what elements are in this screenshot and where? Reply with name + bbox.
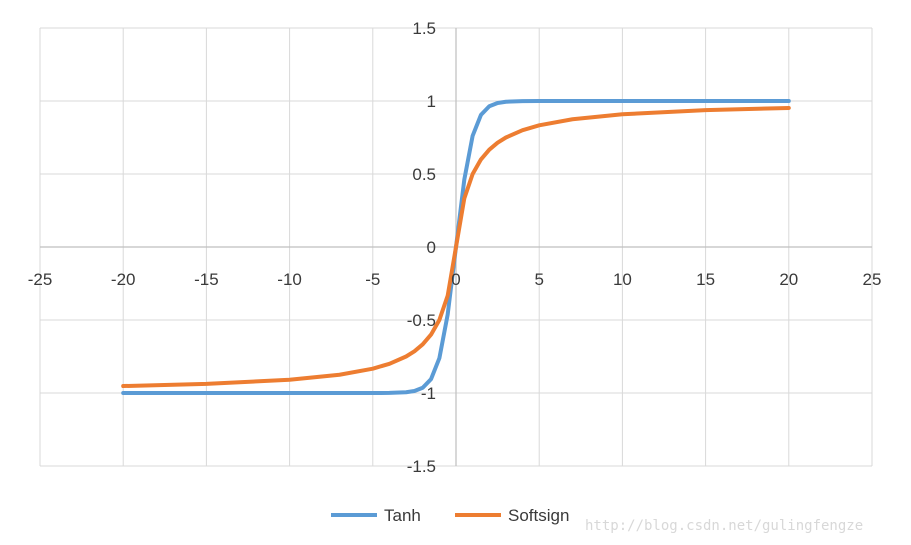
x-tick-label: -15 — [194, 270, 219, 289]
legend-label-tanh: Tanh — [384, 506, 421, 525]
x-tick-label: 20 — [779, 270, 798, 289]
tick-labels: -25 -20 -15 -10 -5 0 5 10 15 20 25 -1.5 -1 -0.5 0 0.5 1 1… — [28, 19, 882, 476]
y-tick-label: 0 — [427, 238, 436, 257]
x-tick-label: -10 — [277, 270, 302, 289]
y-tick-label: -1 — [421, 384, 436, 403]
x-tick-label: 10 — [613, 270, 632, 289]
x-tick-label: -25 — [28, 270, 53, 289]
series-lines — [121, 99, 791, 395]
watermark: http://blog.csdn.net/gulingfengze — [585, 518, 863, 534]
y-tick-label: 0.5 — [412, 165, 436, 184]
series-line-softsign — [121, 105, 791, 389]
x-tick-label: 25 — [863, 270, 882, 289]
legend-label-softsign: Softsign — [508, 506, 569, 525]
y-tick-label: -0.5 — [407, 311, 436, 330]
y-tick-label: 1.5 — [412, 19, 436, 38]
y-tick-label: -1.5 — [407, 457, 436, 476]
x-tick-label: 15 — [696, 270, 715, 289]
x-tick-label: 0 — [451, 270, 460, 289]
x-tick-label: 5 — [534, 270, 543, 289]
x-tick-label: -5 — [365, 270, 380, 289]
x-tick-label: -20 — [111, 270, 136, 289]
y-tick-label: 1 — [427, 92, 436, 111]
legend: Tanh Softsign — [331, 506, 569, 525]
